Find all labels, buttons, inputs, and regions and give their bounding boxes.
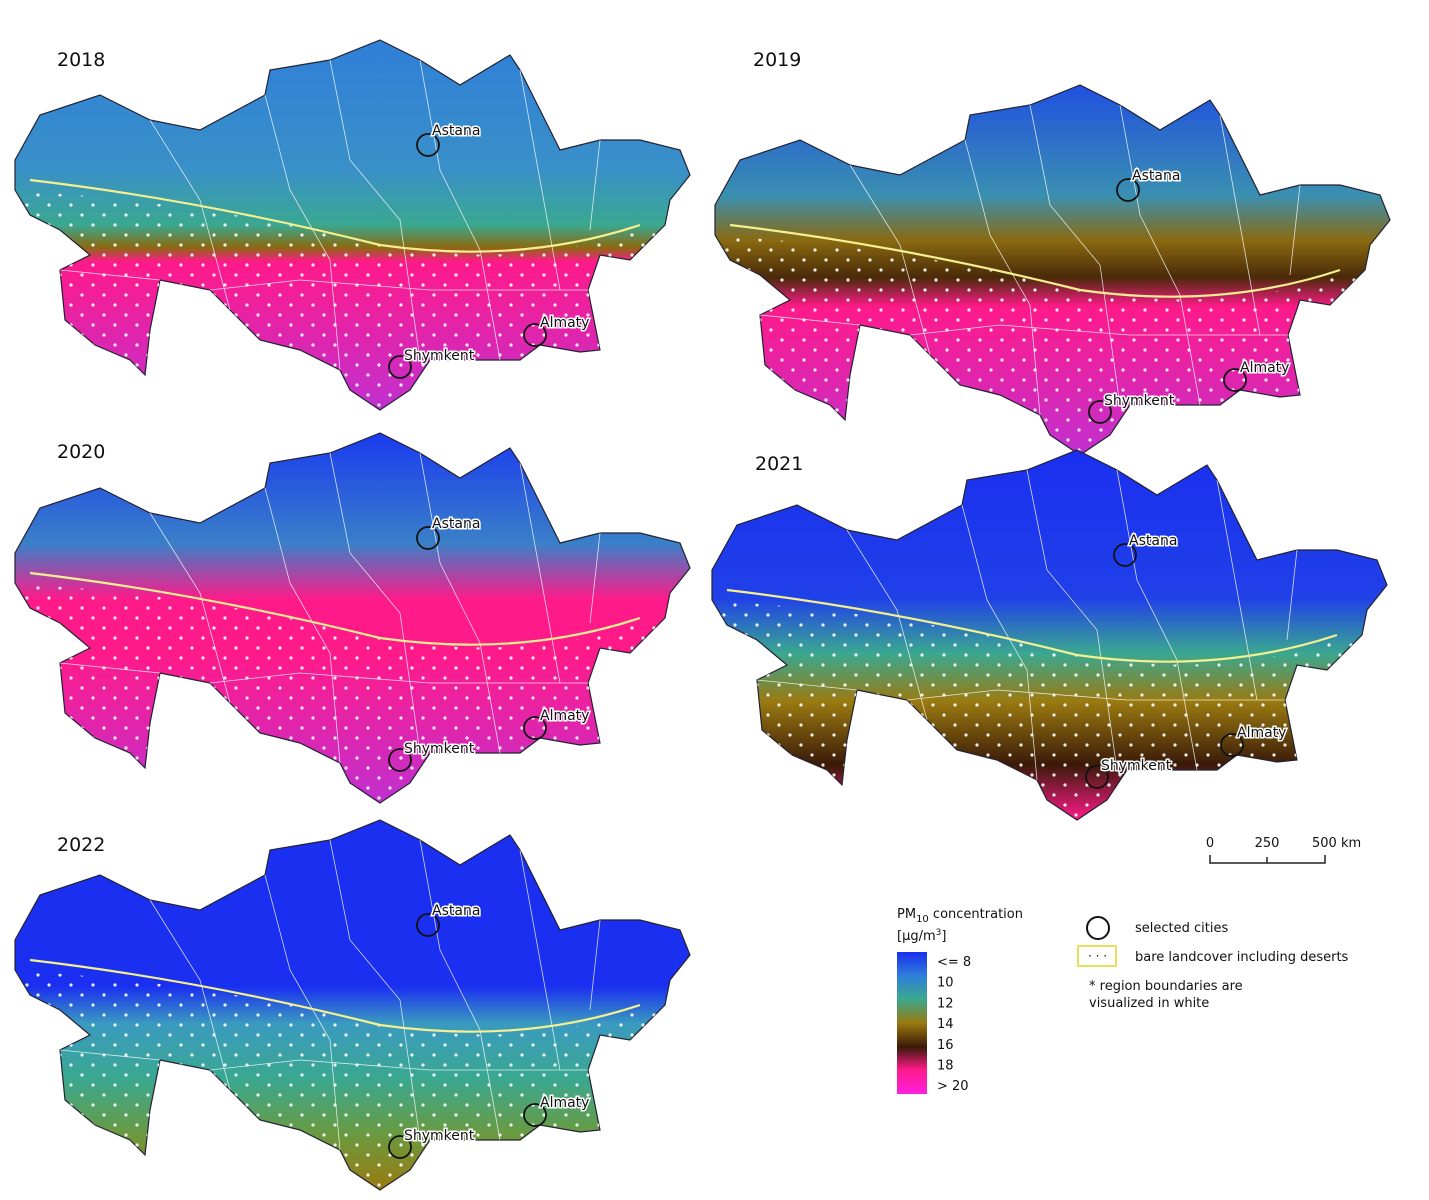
map-panel: Astana Almaty Shymkent	[14, 432, 691, 804]
city-marker	[388, 355, 412, 379]
city-label: Almaty	[1240, 360, 1289, 376]
region-boundaries	[756, 469, 1298, 781]
city-marker	[1113, 543, 1137, 567]
city-marker	[388, 748, 412, 772]
city-marker	[1088, 400, 1112, 424]
city-marker	[416, 526, 440, 550]
year-label: 2022	[57, 834, 105, 856]
colorbar	[897, 952, 927, 1094]
city-label: Astana	[432, 516, 480, 532]
legend-units: [µg/m3]	[897, 928, 946, 944]
legend-note: visualized in white	[1089, 996, 1209, 1011]
scale-label: 500 km	[1312, 836, 1361, 851]
map-panel: Astana Almaty Shymkent	[14, 819, 691, 1191]
map-panel: Astana Almaty Shymkent	[711, 449, 1388, 821]
city-label: Almaty	[1237, 725, 1286, 741]
year-label: 2018	[57, 49, 105, 71]
city-marker	[523, 716, 547, 740]
city-marker	[523, 1103, 547, 1127]
map-panels: Astana Almaty Shymkent Astana Almaty Shymkent…	[14, 39, 1391, 1191]
scale-bar: 0 250 500 km	[1206, 836, 1361, 864]
map-panel: Astana Almaty Shymkent	[714, 84, 1391, 456]
region-boundaries	[59, 452, 601, 764]
legend-label: <= 8	[937, 955, 971, 970]
legend-label: 18	[937, 1059, 954, 1074]
region-boundaries	[59, 839, 601, 1151]
city-label: Shymkent	[1101, 758, 1172, 774]
city-label: Astana	[432, 903, 480, 919]
legend-title: PM10 concentration	[897, 907, 1023, 925]
year-label: 2020	[57, 441, 105, 463]
legend-note: * region boundaries are	[1089, 979, 1243, 994]
legend-item: selected cities	[1135, 921, 1228, 936]
city-marker	[416, 133, 440, 157]
scale-label: 250	[1255, 836, 1280, 851]
desert-boundary	[29, 571, 641, 646]
city-label: Almaty	[540, 708, 589, 724]
city-marker	[1223, 368, 1247, 392]
city-label: Almaty	[540, 1095, 589, 1111]
city-label: Shymkent	[1104, 393, 1175, 409]
city-marker	[416, 913, 440, 937]
city-marker	[1116, 178, 1140, 202]
legend-label: 16	[937, 1038, 954, 1053]
city-marker	[1085, 765, 1109, 789]
city-marker	[1220, 733, 1244, 757]
desert-boundary	[726, 588, 1338, 663]
map-panel: Astana Almaty Shymkent	[14, 39, 691, 411]
legend-item: bare landcover including deserts	[1135, 950, 1349, 965]
desert-boundary	[729, 223, 1341, 298]
desert-boundary	[29, 958, 641, 1033]
city-label: Shymkent	[404, 348, 475, 364]
region-boundaries	[759, 104, 1301, 416]
city-label: Almaty	[540, 315, 589, 331]
desert-symbol	[1077, 945, 1117, 967]
year-label: 2019	[753, 49, 801, 71]
city-marker	[388, 1135, 412, 1159]
region-boundaries	[59, 59, 601, 371]
desert-dots: · · ·	[1088, 949, 1107, 963]
city-label: Astana	[1132, 168, 1180, 184]
city-label: Astana	[432, 123, 480, 139]
city-label: Shymkent	[404, 741, 475, 757]
city-symbol	[1086, 916, 1110, 940]
legend: PM10 concentration [µg/m3] selected citi…	[897, 907, 1349, 1094]
legend-label: 12	[937, 996, 954, 1011]
city-marker	[523, 323, 547, 347]
legend-label: > 20	[937, 1079, 969, 1094]
desert-boundary	[29, 178, 641, 253]
legend-label: 14	[937, 1017, 954, 1032]
city-label: Shymkent	[404, 1128, 475, 1144]
city-label: Astana	[1129, 533, 1177, 549]
legend-label: 10	[937, 976, 954, 991]
scale-label: 0	[1206, 836, 1214, 851]
year-label: 2021	[755, 453, 803, 475]
